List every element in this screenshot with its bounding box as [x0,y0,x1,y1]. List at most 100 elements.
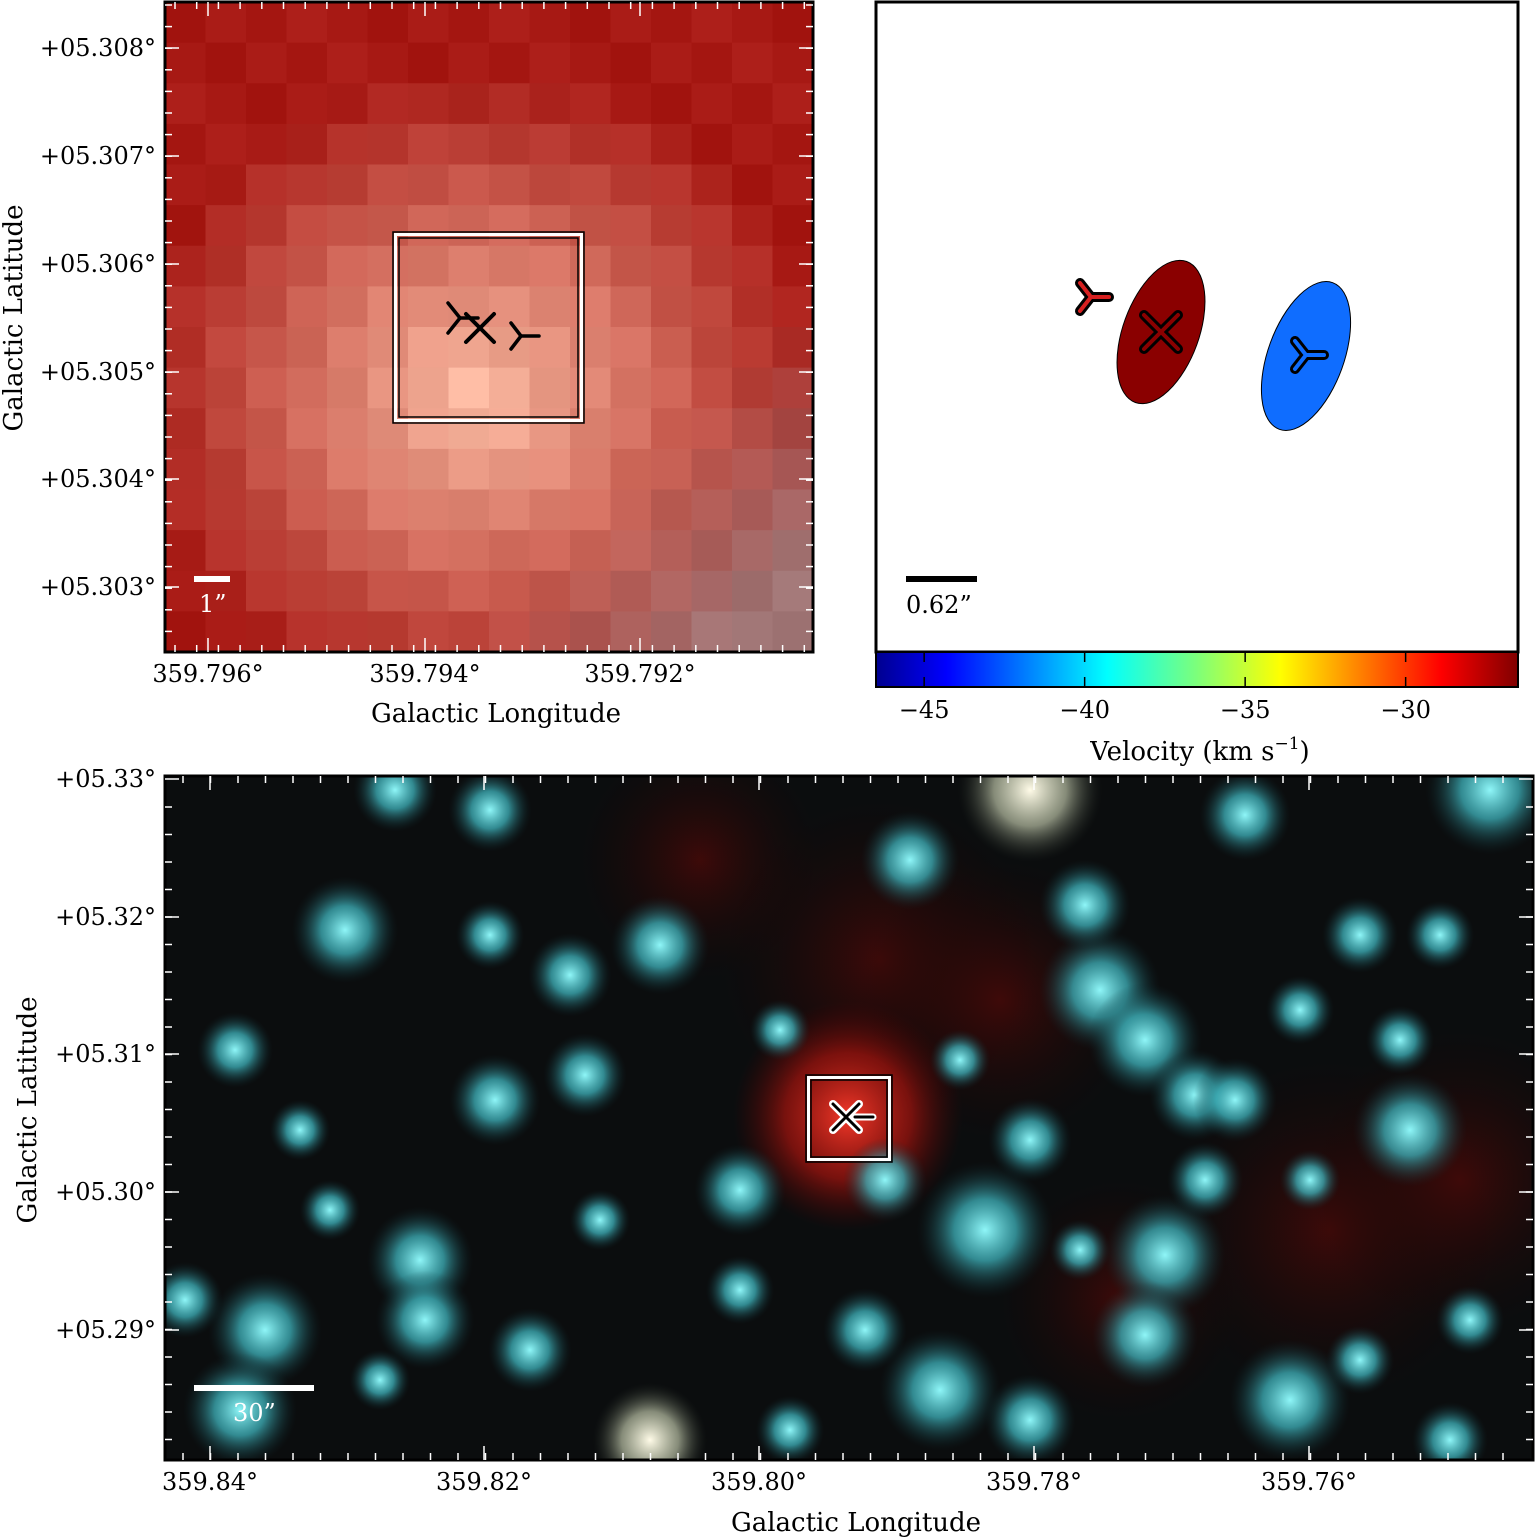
zoom-box-inner [810,1079,888,1158]
star-field [165,776,1533,1460]
y-tick-label: +05.305° [40,358,156,386]
tick-marks [165,776,1533,1460]
y-tick-label: +05.303° [40,573,156,601]
velocity-colorbar [875,651,1519,688]
x-tick-label: 359.78° [986,1468,1082,1496]
x-marker-icon [829,1100,863,1134]
colorbar-ticks: −45 −40 −35 −30 [899,652,1431,724]
star [455,900,525,970]
star [449,1054,541,1146]
zoom-box-inner [398,237,579,418]
star [984,1374,1076,1460]
zoom-box-outer [805,1074,893,1163]
star [197,1012,273,1088]
y-tick-label: +05.33° [55,765,156,793]
star [1167,1142,1243,1218]
zoom-box [394,233,583,422]
y-tick-label: +05.29° [55,1316,156,1344]
star [291,876,399,984]
star [528,933,612,1017]
colorbar-tick-label: −35 [1220,696,1271,724]
x-tick-label: 359.82° [436,1468,532,1496]
scale-bar-label: 1” [199,590,227,618]
plot-frame [163,774,1535,1462]
star [843,1138,927,1222]
colorbar-label: Velocity (km s−1) [1089,734,1309,767]
star [269,1099,331,1161]
star [1405,900,1475,970]
y-tick-label: +05.30° [55,1178,156,1206]
y-tick-label: +05.307° [40,142,156,170]
infrared-image [165,776,1533,1460]
star [610,895,710,995]
star [749,999,811,1061]
x-tick-label: 359.80° [711,1468,807,1496]
star [1365,1005,1435,1075]
star [165,1262,223,1338]
star [957,776,1103,863]
star [860,810,960,910]
y-tick-label: +05.32° [55,903,156,931]
scale-bar-label: 30” [233,1399,276,1427]
y-tick-label: +05.306° [40,250,156,278]
colorbar-tick-label: −45 [899,696,950,724]
x-tick-label: 359.796° [152,660,263,688]
star [1049,1219,1111,1281]
star [1265,975,1335,1045]
x-tick-label: 359.76° [1261,1468,1357,1496]
star [823,1288,907,1372]
star [569,1189,631,1251]
star [593,1383,707,1460]
star [183,1353,297,1460]
star [879,1329,1001,1451]
zoom-box [807,1076,891,1161]
star [488,1308,572,1392]
star [1279,1149,1341,1211]
star [1412,1402,1488,1460]
zoom-box-outer [392,231,585,424]
star [988,1098,1072,1182]
x-marker-icon [464,312,496,344]
star [1353,1073,1467,1187]
tick-labels: 359.796° 359.794° 359.792° +05.308° +05.307°… [40,34,696,688]
star [1425,776,1533,855]
y-axis-label: Galactic Latitude [0,205,29,432]
star [1435,1285,1505,1355]
star [1039,859,1131,951]
inverted-y-marker-icon [1075,278,1114,316]
star [755,1395,825,1460]
y-marker-icon [1290,336,1329,374]
star [448,776,532,852]
star [543,1033,627,1117]
x-axis-label: Galactic Longitude [731,1508,981,1538]
top-right-panel: 0.62” −45 −40 −35 −30 Velocity (km s−1) [874,0,1520,767]
pixel-image [165,2,813,652]
y-marker-icon [509,321,541,351]
x-tick-label: 359.792° [584,660,695,688]
x-marker-icon [1139,310,1183,354]
tick-labels: 359.84° 359.82° 359.80° 359.78° 359.76° +05.3… [55,765,1357,1496]
star [1193,1058,1277,1142]
star [1325,1325,1395,1395]
scale-bar-label: 0.62” [906,591,972,619]
star [375,1270,475,1370]
x-axis-label: Galactic Longitude [371,699,621,729]
star [916,1161,1054,1299]
colorbar-tick-label: −40 [1059,696,1110,724]
y-tick-label: +05.31° [55,1040,156,1068]
top-left-panel: 1” 359.796° 359.794° 359.792° +05.308° +05.3… [0,0,815,729]
star [929,1029,991,1091]
star [1322,897,1398,973]
tick-marks [165,2,813,652]
colorbar-tick-label: −30 [1380,696,1431,724]
x-tick-label: 359.84° [162,1468,258,1496]
y-tick-label: +05.308° [40,34,156,62]
y-axis-label: Galactic Latitude [13,997,43,1224]
star [353,776,437,832]
star [1229,1339,1351,1460]
star [1091,1281,1199,1389]
star [1199,776,1291,861]
bottom-panel: 30” 359.84° 359.82° 359.80° 359.78° 359.76° +… [13,765,1535,1538]
star [694,1144,786,1236]
